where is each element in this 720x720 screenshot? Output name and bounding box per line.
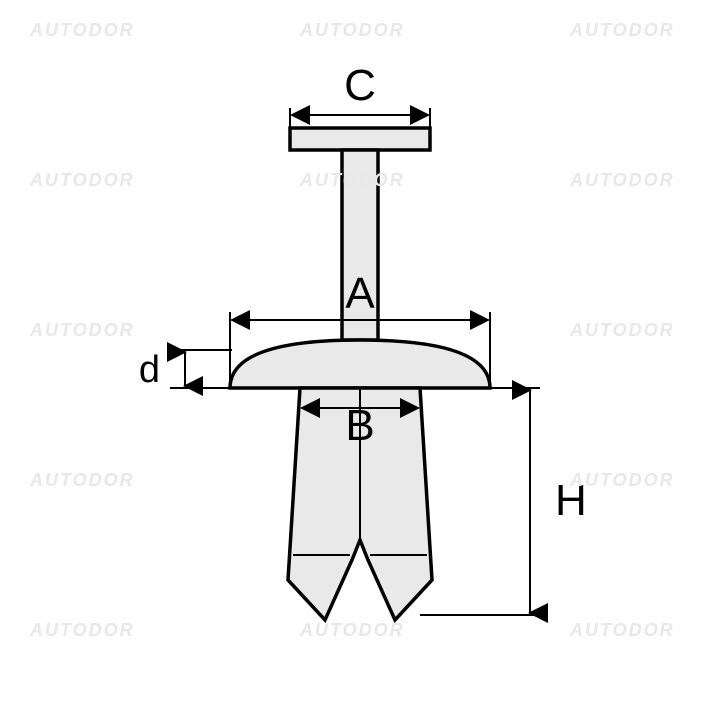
clip-diagram: C A B d H (0, 0, 720, 720)
dome-flange (230, 340, 490, 388)
label-d: d (139, 349, 160, 391)
label-c: C (344, 61, 376, 110)
top-cap (290, 128, 430, 150)
label-a: A (345, 269, 375, 318)
label-b: B (345, 401, 374, 450)
label-h: H (555, 476, 587, 525)
